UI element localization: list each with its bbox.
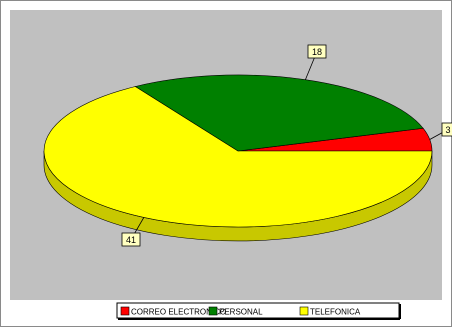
- data-label-box: [307, 44, 327, 59]
- data-label: 3: [445, 125, 450, 135]
- pie-slice-telefonica: [43, 86, 433, 228]
- legend-swatch-personal: [208, 306, 218, 316]
- pie-slice-personal: [134, 74, 424, 152]
- data-label: 41: [126, 235, 136, 245]
- data-label: 18: [312, 47, 322, 57]
- legend-label-personal: PERSONAL: [219, 308, 263, 317]
- data-label-box: [441, 122, 452, 137]
- pie-top-layer: [43, 74, 433, 228]
- data-label-box: [121, 232, 141, 247]
- legend-label-correo-electronico: CORREO ELECTRONICO: [131, 308, 226, 317]
- legend-swatch-telefonica: [299, 306, 309, 316]
- data-label-layer: 3 41 18: [121, 44, 452, 247]
- legend-swatch-correo-electronico: [120, 306, 130, 316]
- legend-label-telefonica: TELEFONICA: [310, 308, 361, 317]
